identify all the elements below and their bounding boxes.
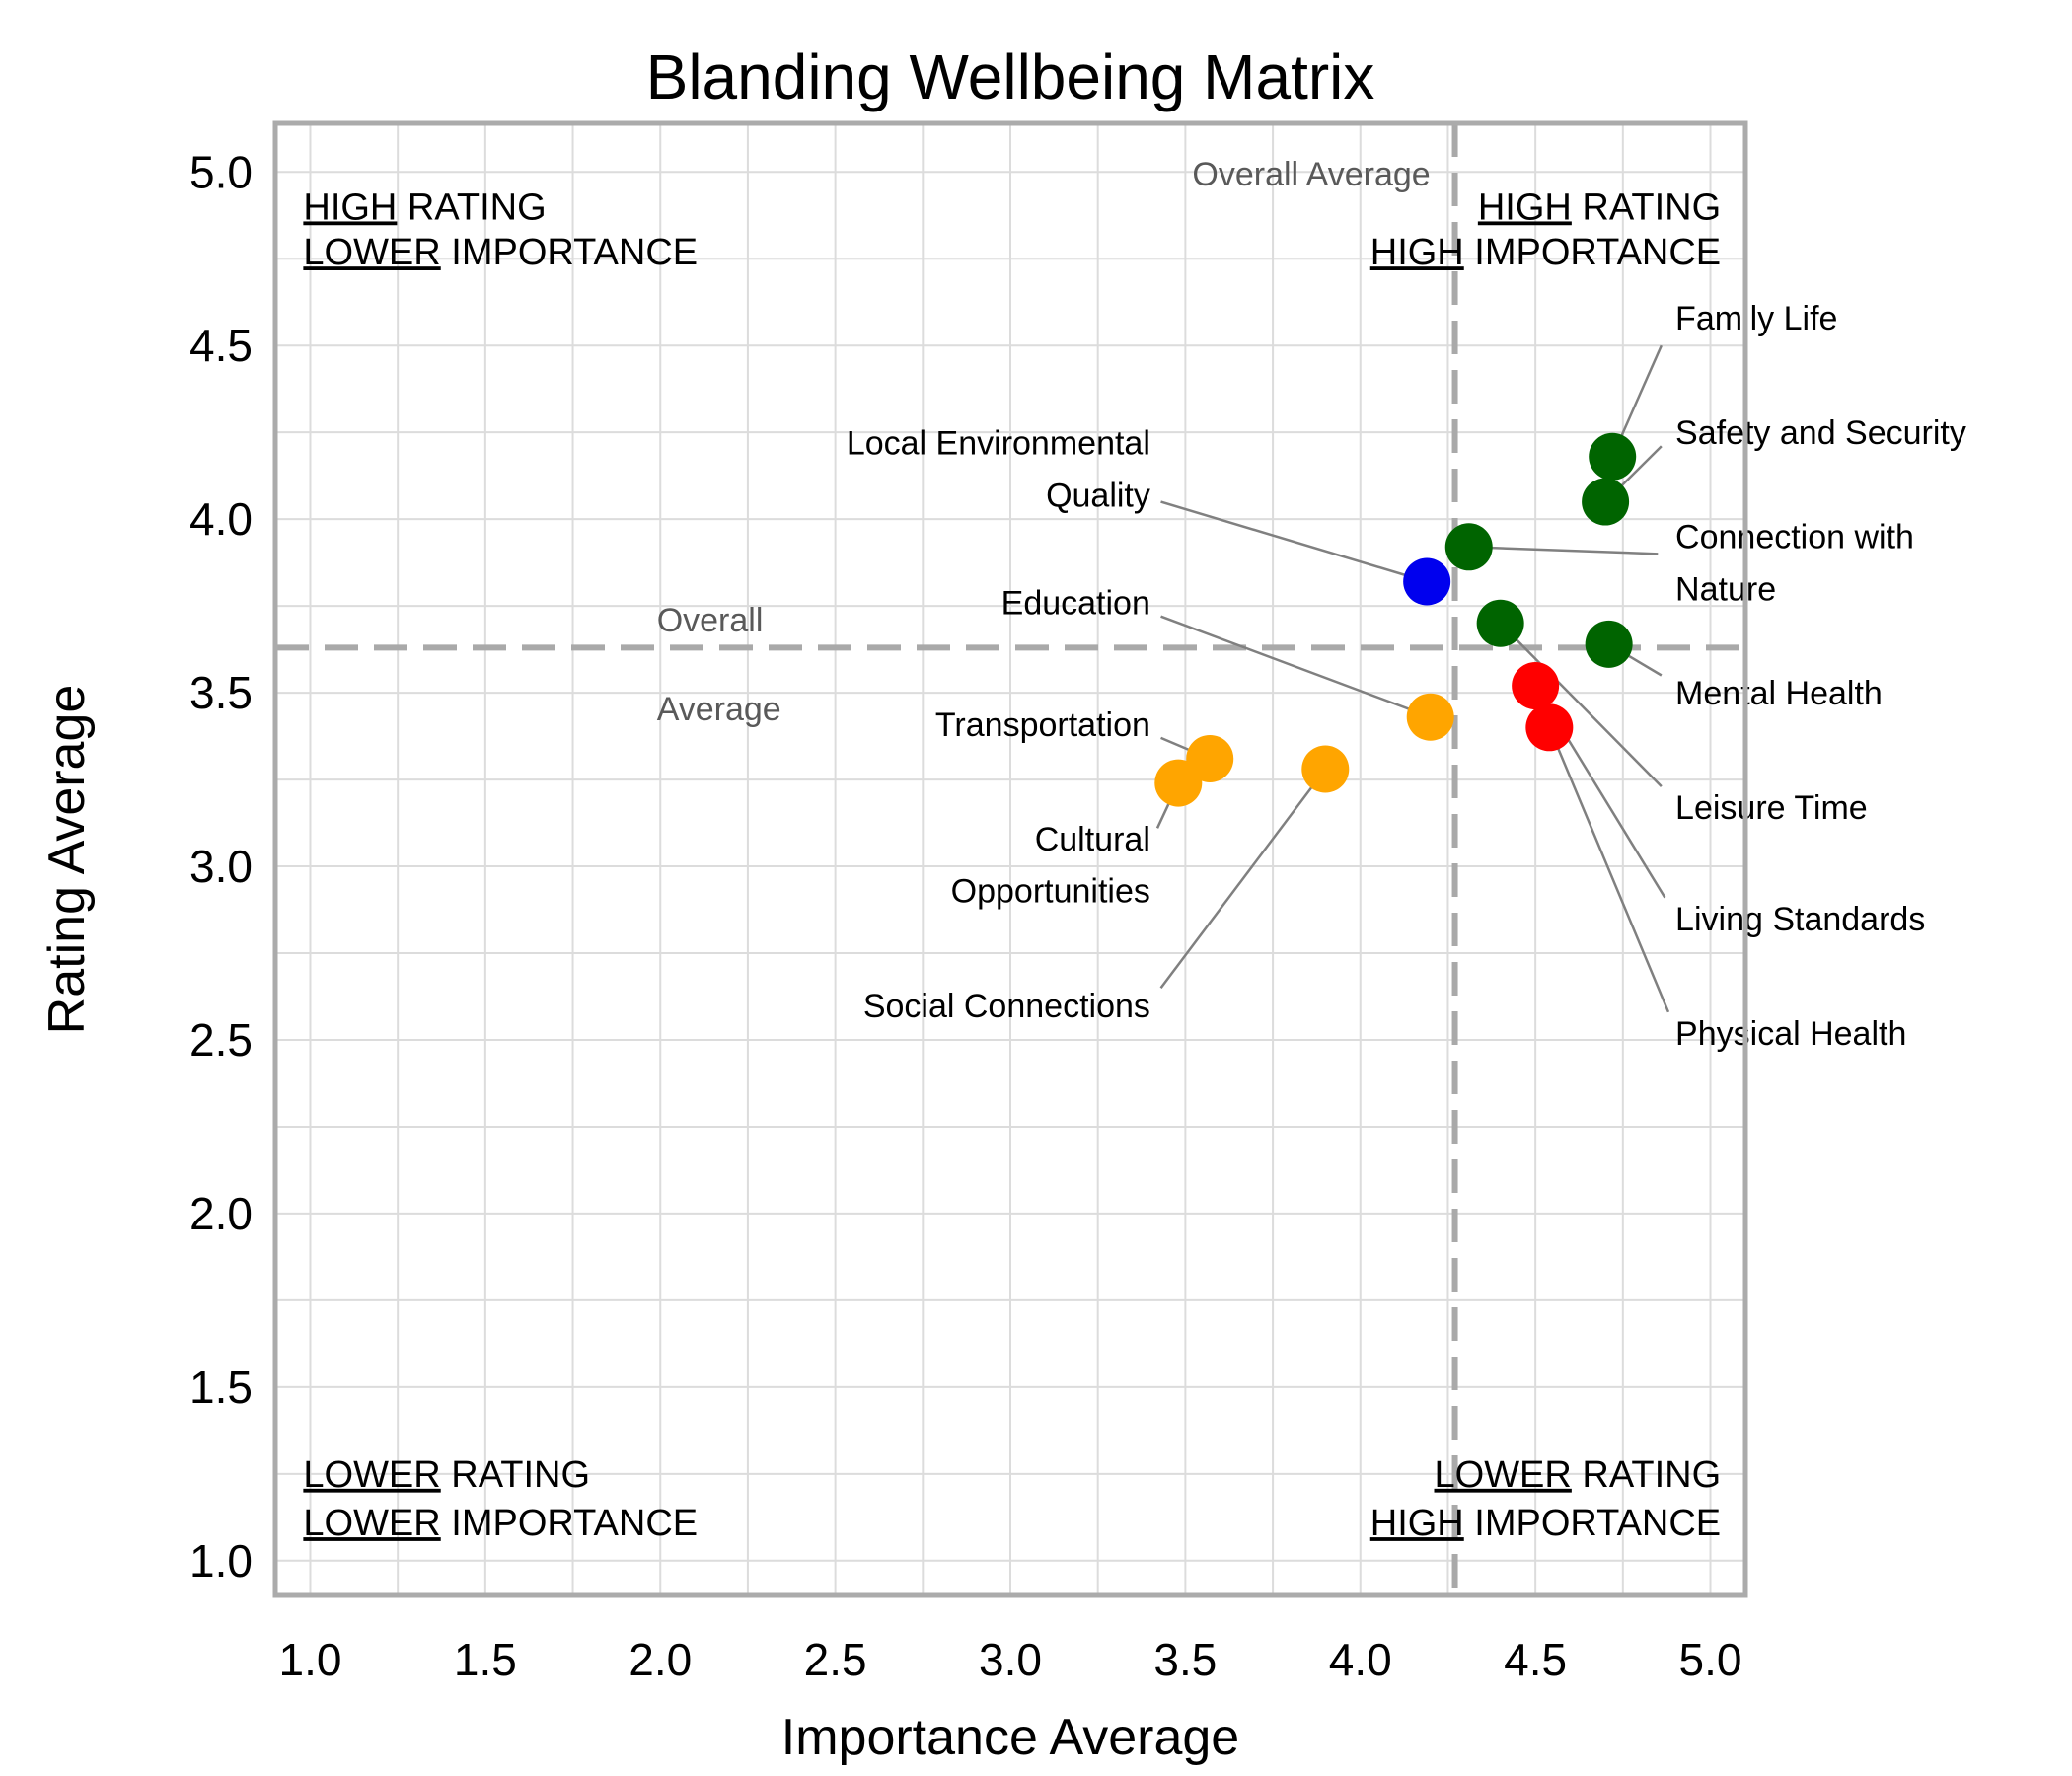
leader-line-social-connections bbox=[1159, 768, 1327, 989]
y-axis-label: Rating Average bbox=[38, 685, 96, 1035]
y-tick-label: 3.0 bbox=[189, 841, 253, 892]
point-label-connection-with-nature: Nature bbox=[1675, 571, 1776, 609]
leader-line-leisure-time bbox=[1499, 622, 1663, 787]
point-label-mental-health: Mental Health bbox=[1675, 675, 1883, 712]
y-tick-label: 3.5 bbox=[189, 667, 253, 718]
quadrant-label-bottom-right: LOWER RATING bbox=[1435, 1454, 1722, 1496]
overall-average-vertical-label: Overall Average bbox=[1192, 156, 1430, 193]
leader-line-physical-health bbox=[1548, 726, 1670, 1013]
y-tick-label: 1.5 bbox=[189, 1362, 253, 1413]
x-tick-label: 2.5 bbox=[804, 1634, 867, 1685]
point-label-leisure-time: Leisure Time bbox=[1675, 789, 1868, 827]
x-tick-label: 2.0 bbox=[629, 1634, 692, 1685]
point-label-living-standards: Living Standards bbox=[1675, 901, 1925, 938]
quadrant-label-bottom-left: LOWER RATING bbox=[303, 1454, 590, 1496]
chart-title: Blanding Wellbeing Matrix bbox=[646, 41, 1375, 112]
quadrant-label-top-left: LOWER IMPORTANCE bbox=[303, 232, 698, 273]
quadrant-label-bottom-left: LOWER IMPORTANCE bbox=[303, 1503, 698, 1544]
x-tick-label: 1.0 bbox=[278, 1634, 341, 1685]
overall-average-horizontal-label: Overall bbox=[657, 602, 764, 639]
point-label-local-environmental-quality: Local Environmental bbox=[847, 425, 1150, 463]
data-point-physical-health bbox=[1525, 703, 1574, 752]
axis-ticks: 1.0 1.5 2.0 2.5 3.0 3.5 4.0 4.5 5.0 1.0 1.5 2.0 2.5 3… bbox=[189, 146, 1741, 1685]
x-tick-label: 1.5 bbox=[454, 1634, 517, 1685]
y-tick-label: 5.0 bbox=[189, 146, 253, 197]
data-point-family-life bbox=[1589, 432, 1637, 481]
point-label-cultural-opportunities: Cultural bbox=[1035, 821, 1150, 858]
y-tick-label: 1.0 bbox=[189, 1535, 253, 1587]
quadrant-label-top-left: HIGH RATING bbox=[303, 186, 546, 228]
data-point-living-standards bbox=[1512, 662, 1560, 710]
x-tick-label: 3.5 bbox=[1153, 1634, 1217, 1685]
data-point-safety-and-security bbox=[1582, 478, 1630, 526]
x-tick-label: 5.0 bbox=[1679, 1634, 1742, 1685]
x-tick-label: 3.0 bbox=[979, 1634, 1042, 1685]
quadrant-label-bottom-right: HIGH IMPORTANCE bbox=[1370, 1503, 1721, 1544]
leader-line-connection-with-nature bbox=[1468, 546, 1659, 555]
point-label-transportation: Transportation bbox=[935, 706, 1150, 744]
quadrant-label-top-right: HIGH RATING bbox=[1478, 186, 1721, 228]
scatter-points bbox=[1154, 432, 1637, 807]
point-labels: Family Life Safety and Security Connection… bbox=[847, 300, 1966, 1053]
point-label-social-connections: Social Connections bbox=[863, 988, 1150, 1025]
y-tick-label: 2.5 bbox=[189, 1014, 253, 1066]
point-label-local-environmental-quality: Quality bbox=[1046, 478, 1150, 515]
data-point-cultural-opportunities bbox=[1154, 759, 1203, 807]
data-point-mental-health bbox=[1585, 620, 1633, 668]
point-label-physical-health: Physical Health bbox=[1675, 1015, 1906, 1053]
overall-average-lines: Overall Average Overall Average bbox=[275, 123, 1745, 1595]
data-point-social-connections bbox=[1301, 745, 1350, 793]
grid-layer bbox=[275, 123, 1745, 1595]
y-tick-label: 4.0 bbox=[189, 493, 253, 545]
overall-average-horizontal-label: Average bbox=[657, 691, 781, 728]
point-label-family-life: Family Life bbox=[1675, 300, 1837, 337]
quadrant-label-top-right: HIGH IMPORTANCE bbox=[1370, 232, 1721, 273]
data-point-connection-with-nature bbox=[1444, 523, 1493, 571]
point-label-education: Education bbox=[1001, 585, 1150, 623]
point-label-safety-and-security: Safety and Security bbox=[1675, 414, 1966, 452]
data-point-local-environmental-quality bbox=[1403, 557, 1451, 606]
y-tick-label: 4.5 bbox=[189, 320, 253, 371]
leader-line-local-environmental-quality bbox=[1160, 500, 1428, 583]
point-label-connection-with-nature: Connection with bbox=[1675, 519, 1914, 556]
data-point-leisure-time bbox=[1476, 599, 1524, 647]
x-tick-label: 4.0 bbox=[1329, 1634, 1392, 1685]
x-tick-label: 4.5 bbox=[1504, 1634, 1567, 1685]
plot-border bbox=[272, 120, 1748, 1598]
y-tick-label: 2.0 bbox=[189, 1188, 253, 1239]
leader-line-education bbox=[1160, 615, 1432, 718]
data-point-education bbox=[1406, 693, 1454, 741]
point-label-cultural-opportunities: Opportunities bbox=[951, 873, 1150, 911]
x-axis-label: Importance Average bbox=[781, 1709, 1239, 1766]
